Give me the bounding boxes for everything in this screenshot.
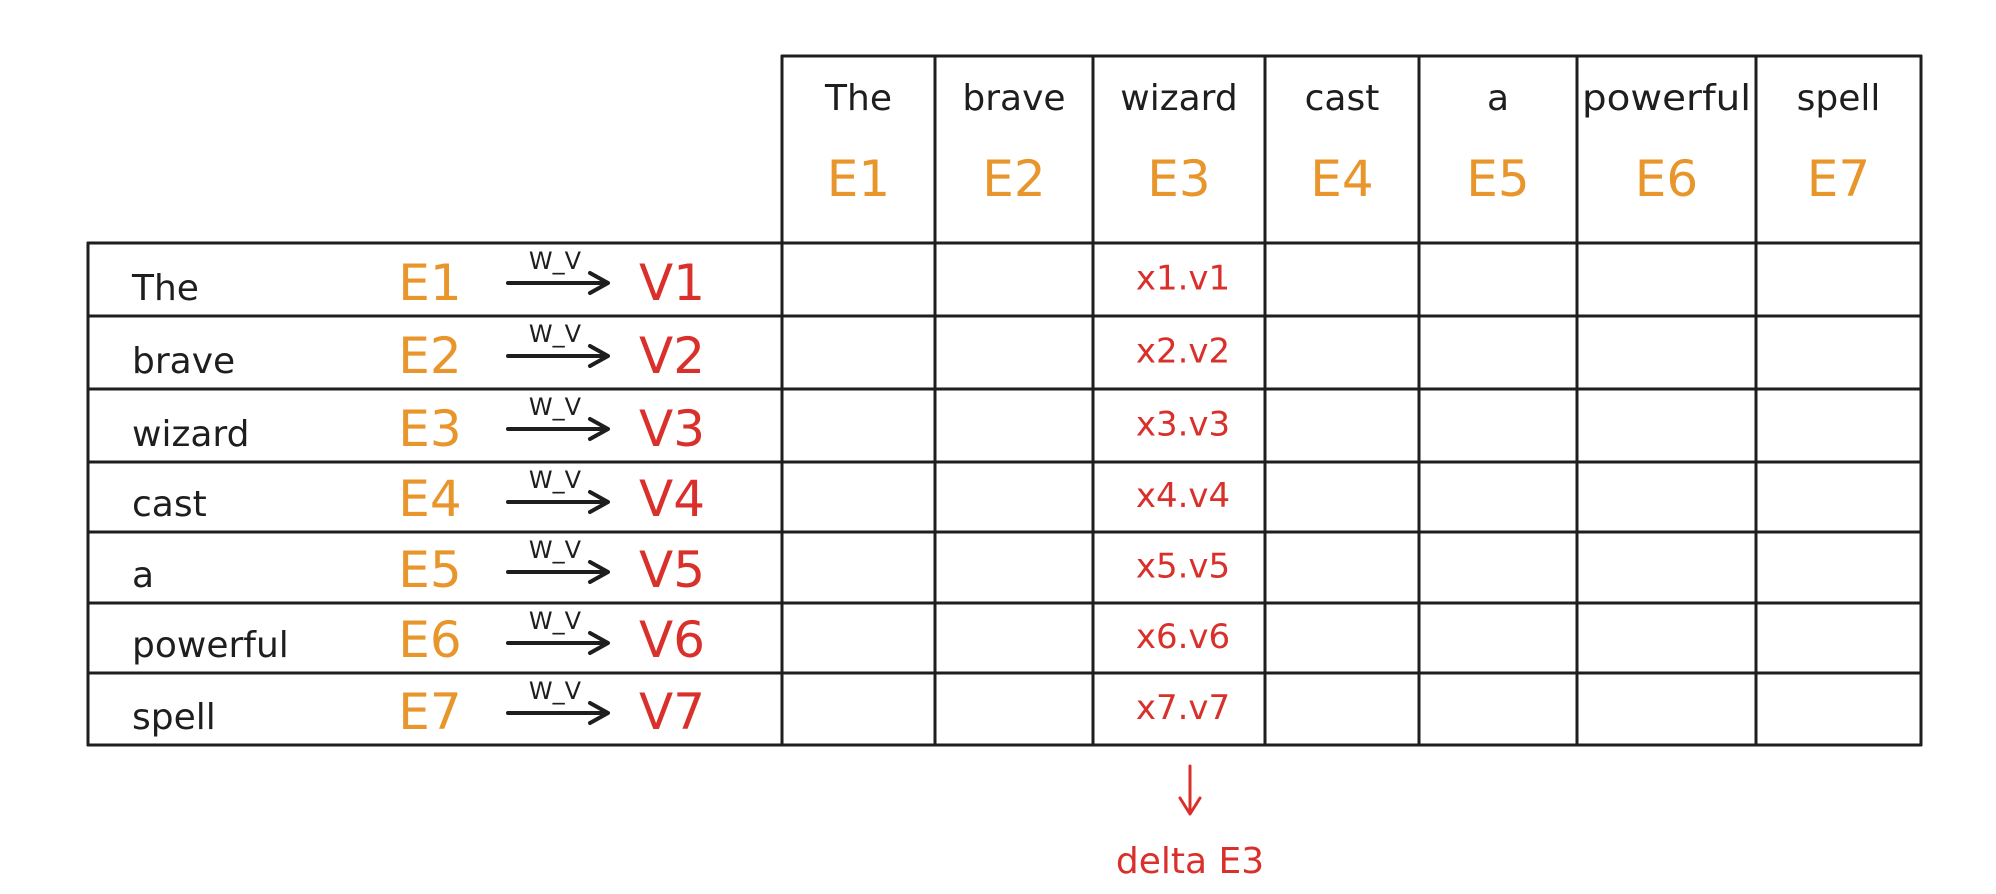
column-embedding: E4 xyxy=(1310,150,1373,208)
product-cells: x1.v1 x2.v2 x3.v3 x4.v4 x5.v5 x6.v6 x7.v7 xyxy=(1136,259,1230,729)
column-word: powerful xyxy=(1582,78,1751,119)
weight-label: W_V xyxy=(529,607,582,635)
row-word: spell xyxy=(132,697,216,738)
row-value: V6 xyxy=(639,611,705,669)
product-cell: x4.v4 xyxy=(1136,476,1230,516)
arrow-right-icon xyxy=(588,701,610,725)
row-value: V2 xyxy=(639,327,705,385)
row-embedding: E3 xyxy=(398,400,461,458)
row-value: V1 xyxy=(639,254,705,312)
row-word: powerful xyxy=(132,625,289,666)
arrow-right-icon xyxy=(588,417,610,441)
arrow-right-icon xyxy=(588,490,610,514)
result-label: delta E3 xyxy=(1116,841,1264,882)
column-embedding: E5 xyxy=(1466,150,1529,208)
column-word: brave xyxy=(962,78,1065,119)
column-embedding: E1 xyxy=(827,150,890,208)
row-value: V5 xyxy=(639,541,705,599)
row-word: a xyxy=(132,555,154,596)
row-value: V4 xyxy=(639,470,705,528)
weight-label: W_V xyxy=(529,320,582,348)
column-word: wizard xyxy=(1120,78,1237,119)
product-cell: x3.v3 xyxy=(1136,405,1230,445)
row-labels: The E1 W_V V1 brave E2 W_V V2 wizard E3 W_V V3 cast E… xyxy=(131,247,705,741)
row-embedding: E1 xyxy=(398,254,461,312)
product-cell: x2.v2 xyxy=(1136,332,1230,372)
row-word: The xyxy=(131,268,199,309)
product-cell: x7.v7 xyxy=(1136,688,1230,728)
column-embedding: E3 xyxy=(1147,150,1210,208)
column-embedding: E2 xyxy=(982,150,1045,208)
product-cell: x1.v1 xyxy=(1136,259,1230,299)
arrow-right-icon xyxy=(588,631,610,655)
column-word: The xyxy=(824,78,892,119)
result-annotation: delta E3 xyxy=(1116,764,1264,882)
weight-label: W_V xyxy=(529,677,582,705)
table-grid xyxy=(86,54,1923,747)
arrow-right-icon xyxy=(588,271,610,295)
row-embedding: E6 xyxy=(398,611,461,669)
column-word: spell xyxy=(1797,78,1881,119)
arrow-right-icon xyxy=(588,344,610,368)
row-embedding: E4 xyxy=(398,470,461,528)
row-embedding: E5 xyxy=(398,541,461,599)
weight-label: W_V xyxy=(529,393,582,421)
column-word: cast xyxy=(1305,78,1380,119)
down-arrow-icon xyxy=(1178,796,1202,816)
weight-label: W_V xyxy=(529,466,582,494)
product-cell: x6.v6 xyxy=(1136,617,1230,657)
row-value: V7 xyxy=(639,683,705,741)
product-cell: x5.v5 xyxy=(1136,547,1230,587)
weight-label: W_V xyxy=(529,536,582,564)
row-embedding: E2 xyxy=(398,327,461,385)
row-embedding: E7 xyxy=(398,683,461,741)
row-word: cast xyxy=(132,484,207,525)
column-embedding: E7 xyxy=(1807,150,1870,208)
column-headers: The E1 brave E2 wizard E3 cast E4 a E5 powerful E6 s… xyxy=(824,78,1880,208)
row-value: V3 xyxy=(639,400,705,458)
row-word: brave xyxy=(132,341,235,382)
arrow-right-icon xyxy=(588,560,610,584)
row-word: wizard xyxy=(132,414,249,455)
weight-label: W_V xyxy=(529,247,582,275)
column-word: a xyxy=(1487,78,1509,119)
column-embedding: E6 xyxy=(1635,150,1698,208)
